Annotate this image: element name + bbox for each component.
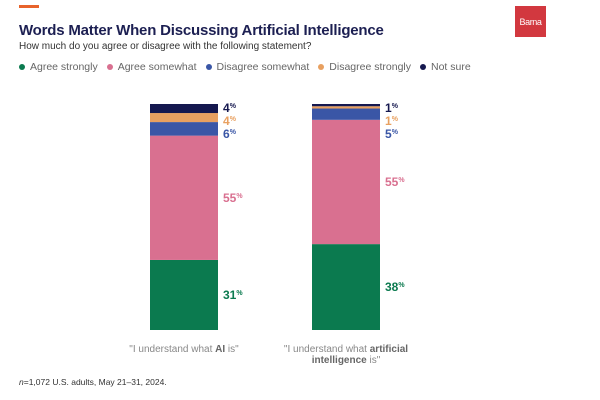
legend-item: Disagree strongly bbox=[318, 61, 411, 73]
category-label: "I understand what AI is" bbox=[129, 344, 239, 355]
bar-segment bbox=[312, 244, 380, 330]
chart-subtitle: How much do you agree or disagree with t… bbox=[19, 41, 312, 52]
data-label: 31% bbox=[223, 288, 243, 302]
bar-segment bbox=[150, 113, 218, 123]
data-label: 1% bbox=[385, 101, 399, 115]
accent-bar bbox=[19, 5, 39, 8]
chart-title: Words Matter When Discussing Artificial … bbox=[19, 22, 384, 39]
data-label: 4% bbox=[223, 101, 237, 115]
barna-logo: Barna bbox=[515, 6, 546, 37]
legend-item: Not sure bbox=[420, 61, 471, 73]
bar-segment bbox=[312, 104, 380, 107]
legend-dot bbox=[205, 64, 212, 70]
data-label: 6% bbox=[223, 127, 237, 141]
data-label: 38% bbox=[385, 280, 405, 294]
legend-label: Disagree somewhat bbox=[216, 61, 310, 73]
legend-label: Agree strongly bbox=[30, 61, 98, 73]
legend-dot bbox=[19, 64, 25, 70]
legend-dot bbox=[318, 64, 325, 70]
legend-dot bbox=[106, 64, 113, 70]
data-label: 4% bbox=[223, 114, 237, 128]
data-label: 55% bbox=[223, 191, 243, 205]
bar-segment bbox=[312, 106, 380, 109]
legend-item: Disagree somewhat bbox=[205, 61, 310, 73]
footnote-n: n bbox=[19, 377, 24, 387]
legend: Agree strongly Agree somewhat Disagree som… bbox=[19, 61, 471, 73]
legend-label: Agree somewhat bbox=[117, 61, 197, 73]
legend-item: Agree strongly bbox=[19, 61, 98, 73]
bar-segment bbox=[150, 259, 218, 330]
bar-segment bbox=[150, 104, 218, 114]
legend-label: Not sure bbox=[431, 61, 471, 73]
legend-item: Agree somewhat bbox=[106, 61, 197, 73]
bar-segment bbox=[150, 122, 218, 136]
bar-segment bbox=[312, 119, 380, 245]
category-label: "I understand what artificial intelligen… bbox=[283, 344, 409, 366]
footnote-text: =1,072 U.S. adults, May 21–31, 2024. bbox=[23, 377, 167, 387]
data-label: 55% bbox=[385, 175, 405, 189]
legend-dot bbox=[420, 64, 426, 70]
data-label: 5% bbox=[385, 127, 399, 141]
bar-segment bbox=[312, 108, 380, 120]
legend-label: Disagree strongly bbox=[329, 61, 411, 73]
data-label: 1% bbox=[385, 114, 399, 128]
bar-segment bbox=[150, 135, 218, 260]
footnote: n=1,072 U.S. adults, May 21–31, 2024. bbox=[19, 377, 167, 387]
